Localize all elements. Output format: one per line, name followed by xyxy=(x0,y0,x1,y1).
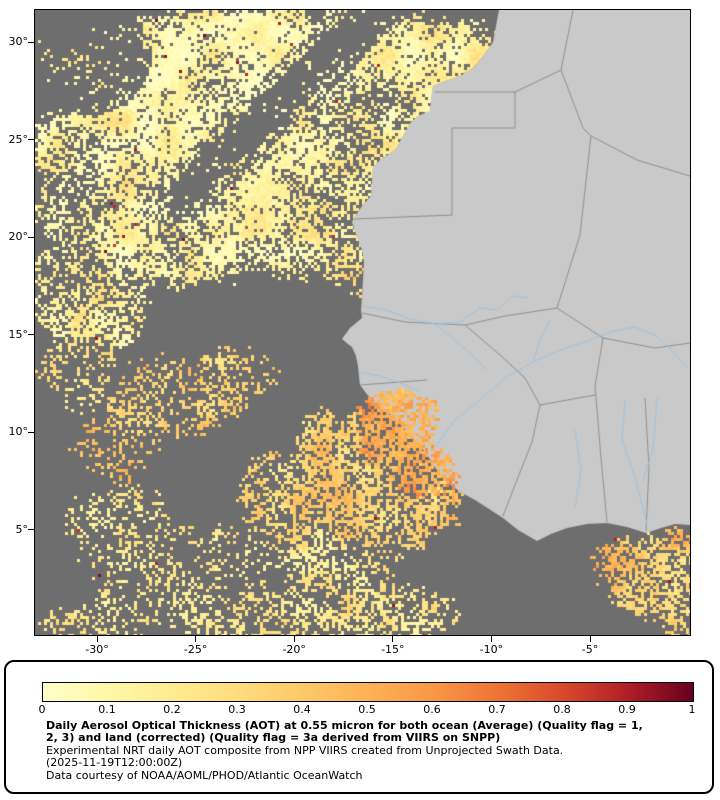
lon-tick-mark xyxy=(589,636,591,642)
lat-tick-label: 25° xyxy=(8,132,29,146)
lon-tick-mark xyxy=(96,636,98,642)
caption-line-4: (2025-11-19T12:00:00Z) xyxy=(46,756,183,770)
lon-tick-label: -25° xyxy=(183,643,208,656)
lon-tick-label: -10° xyxy=(479,643,504,656)
caption-line-2: 2, 3) and land (corrected) (Quality flag… xyxy=(46,731,501,745)
lon-tick-mark xyxy=(490,636,492,642)
legend-box: 0 0.1 0.2 0.3 0.4 0.5 0.6 0.7 0.8 0.9 1 Daily Aero… xyxy=(4,660,714,794)
caption-line-3: Experimental NRT daily AOT composite fro… xyxy=(46,743,564,757)
colorbar-tick-label: 0.7 xyxy=(488,703,506,716)
lon-tick-mark xyxy=(392,636,394,642)
lon-tick-label: -15° xyxy=(381,643,405,656)
lon-tick-label: -5° xyxy=(581,643,599,656)
map-frame xyxy=(34,9,691,636)
colorbar-tick-label: 0.5 xyxy=(358,703,376,716)
colorbar xyxy=(42,682,694,702)
colorbar-tick-label: 0 xyxy=(38,703,46,716)
lon-tick-label: -30° xyxy=(85,643,109,656)
lat-tick-label: 20° xyxy=(8,230,29,243)
lat-tick-label: 5° xyxy=(15,522,29,536)
aot-map-canvas xyxy=(35,10,690,635)
colorbar-tick-label: 0.8 xyxy=(553,703,571,716)
colorbar-tick-label: 1 xyxy=(688,703,696,716)
caption-line-1: Daily Aerosol Optical Thickness (AOT) at… xyxy=(46,719,643,732)
caption-line-5: Data courtesy of NOAA/AOML/PHOD/Atlantic… xyxy=(46,768,363,782)
colorbar-tick-labels: 0 0.1 0.2 0.3 0.4 0.5 0.6 0.7 0.8 0.9 1 xyxy=(38,703,696,716)
colorbar-tick-label: 0.6 xyxy=(423,703,441,716)
lat-tick-label: 30° xyxy=(8,35,29,48)
lon-tick-label: -20° xyxy=(282,643,306,656)
colorbar-tick-label: 0.4 xyxy=(293,703,311,716)
caption: Daily Aerosol Optical Thickness (AOT) at… xyxy=(46,719,643,782)
lon-tick-mark xyxy=(293,636,295,642)
lat-tick-label: 15° xyxy=(8,327,29,341)
colorbar-tick-label: 0.3 xyxy=(228,703,246,716)
colorbar-tick-label: 0.1 xyxy=(98,703,116,716)
lat-tick-label: 10° xyxy=(8,425,29,438)
colorbar-tick-label: 0.2 xyxy=(163,703,181,716)
lon-tick-mark xyxy=(195,636,197,642)
colorbar-tick-label: 0.9 xyxy=(618,703,636,716)
